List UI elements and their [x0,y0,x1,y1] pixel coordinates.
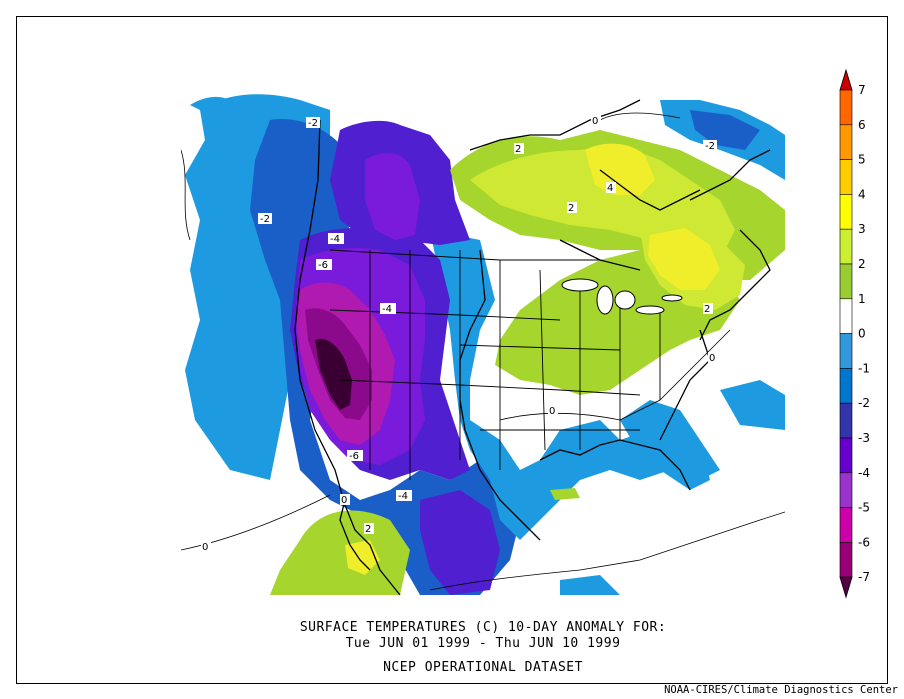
hudson-plus3-region [585,143,655,195]
caption-line-3: NCEP OPERATIONAL DATASET [383,660,583,675]
contour-label: 0 [548,405,558,417]
legend-label: 2 [858,257,866,271]
contour-label: 0 [201,541,211,553]
contour-label-group: -2 -2 -2 -4 -6 -4 -6 -4 2 2 4 2 0 0 0 0 … [201,115,718,553]
legend-swatch [839,194,853,230]
legend-swatch [839,507,853,543]
contour-label: -4 [396,490,412,502]
legend-label: -4 [858,466,870,480]
alaska-minus1-region [190,96,240,120]
svg-text:2: 2 [365,524,371,535]
legend-label: -7 [858,570,870,584]
legend-swatch [839,333,853,369]
legend-colorbar: 7 6 5 4 3 2 1 0 -1 -2 -3 -4 -5 -6 -7 [839,68,870,599]
figure-frame [16,16,888,684]
contour-label: -4 [380,303,396,315]
svg-text:2: 2 [704,304,710,315]
legend-label: -5 [858,501,870,515]
legend-arrow-bottom [839,576,853,599]
contour-label: -2 [703,140,717,152]
caption-line-2: Tue JUN 01 1999 - Thu JUN 10 1999 [345,636,621,651]
legend-swatch [839,368,853,404]
legend-label: 4 [858,187,866,201]
svg-text:0: 0 [592,116,598,127]
legend-label: -1 [858,361,870,375]
legend-swatch [839,437,853,474]
svg-text:-4: -4 [382,304,392,315]
legend-label: 1 [858,292,866,306]
contour-label: 2 [364,523,374,535]
svg-text:-6: -6 [318,260,328,271]
credit-text: NOAA-CIRES/Climate Diagnostics Center [664,684,898,696]
contour-label: 2 [703,303,713,315]
legend-label: -2 [858,396,870,410]
legend-label: 3 [858,222,866,236]
color-legend: 7 6 5 4 3 2 1 0 -1 -2 -3 -4 -5 -6 -7 [830,68,900,633]
contour-label: -6 [316,259,332,271]
svg-text:-6: -6 [349,451,359,462]
contour-label: -6 [347,450,363,462]
svg-text:0: 0 [549,406,555,417]
legend-swatch [839,89,853,126]
coastlines [294,99,771,595]
svg-text:-4: -4 [398,491,408,502]
legend-arrow-top [839,68,853,91]
svg-text:0: 0 [202,542,208,553]
svg-text:4: 4 [607,183,613,194]
legend-swatch [839,402,853,439]
zero-contours [181,112,785,591]
southeast-minus1-region [620,400,710,490]
baja-plus1-region [270,510,410,595]
legend-label: 0 [858,327,866,341]
legend-label: 5 [858,153,866,167]
mexico-minus3-region [420,490,500,595]
caption-line-1: SURFACE TEMPERATURES (C) 10-DAY ANOMALY … [299,620,667,635]
great-lakes [561,278,683,315]
contour-label: -2 [258,213,272,225]
contour-label: -2 [306,117,320,129]
svg-text:2: 2 [568,203,574,214]
legend-label: 6 [858,118,866,132]
svg-text:-2: -2 [705,141,715,152]
state-borders [329,249,661,480]
west-minus7-region [315,338,352,410]
quebec-plus3-region [648,228,720,290]
svg-text:0: 0 [709,353,715,364]
legend-label: -3 [858,431,870,445]
legend-label: 7 [858,83,866,97]
legend-swatch [839,159,853,195]
svg-text:0: 0 [341,495,347,506]
contour-label: 0 [591,115,601,127]
greenland-minus2-region [690,110,760,150]
svg-text:-2: -2 [308,118,318,129]
legend-swatch [839,228,853,265]
canada-minus4-region [365,153,420,240]
contour-label: 2 [514,143,524,155]
gulf-plus1-region [550,488,580,500]
legend-swatch [839,542,853,578]
legend-swatch [839,124,853,160]
legend-swatch [839,263,853,300]
contour-label: 4 [606,182,616,194]
contour-label: 0 [708,352,718,364]
plains-minus1-region [430,230,720,540]
contour-label: 0 [340,494,350,506]
bahamas-minus1-region [720,380,785,430]
caribbean-minus1-region [560,575,620,595]
svg-text:-4: -4 [330,234,340,245]
contour-label: -4 [328,233,344,245]
legend-swatch [839,472,853,508]
svg-text:-2: -2 [260,214,270,225]
legend-swatch [839,298,853,334]
legend-label: -6 [858,535,870,549]
contour-label: 2 [567,202,577,214]
svg-text:2: 2 [515,144,521,155]
